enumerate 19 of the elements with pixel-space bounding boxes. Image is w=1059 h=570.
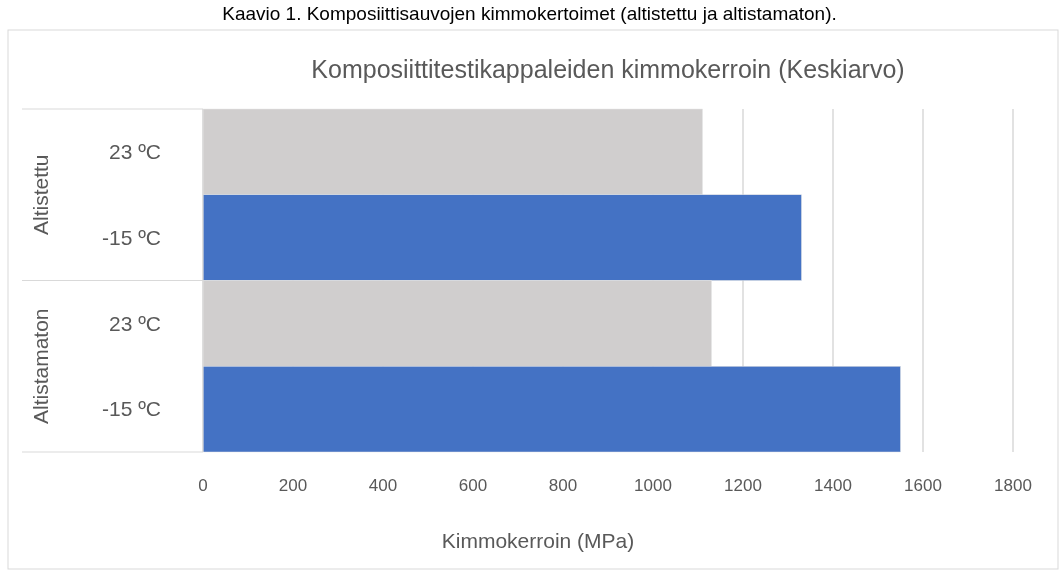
y-tick-label: 23 ºC [108, 311, 161, 335]
x-tick-label: 1400 [814, 476, 852, 495]
x-tick-label: 400 [368, 476, 398, 495]
x-tick-label: 1800 [994, 476, 1032, 495]
x-tick-label: 1200 [724, 476, 762, 495]
x-tick-label: 800 [548, 476, 578, 495]
y-tick-label: -15 ºC [101, 397, 161, 421]
x-tick-label: 1000 [634, 476, 672, 495]
chart-title: Komposiittitestikappaleiden kimmokerroin (Keskiarvo) [311, 55, 905, 83]
x-tick-label: 600 [458, 476, 488, 495]
x-tick-label: 200 [278, 476, 308, 495]
x-tick-label: 1600 [904, 476, 942, 495]
text: Altistamaton [29, 308, 52, 425]
x-axis-title: Kimmokerroin (MPa) [441, 529, 635, 552]
x-tick-label: 0 [198, 476, 208, 495]
text: Altistettu [29, 154, 52, 236]
y-tick-label: 23 ºC [108, 140, 161, 164]
y-tick-label: -15 ºC [101, 225, 161, 249]
text: Kaavio 1. Komposiittisauvojen kimmokertoimet (altistettu ja altistamaton). [222, 3, 837, 24]
